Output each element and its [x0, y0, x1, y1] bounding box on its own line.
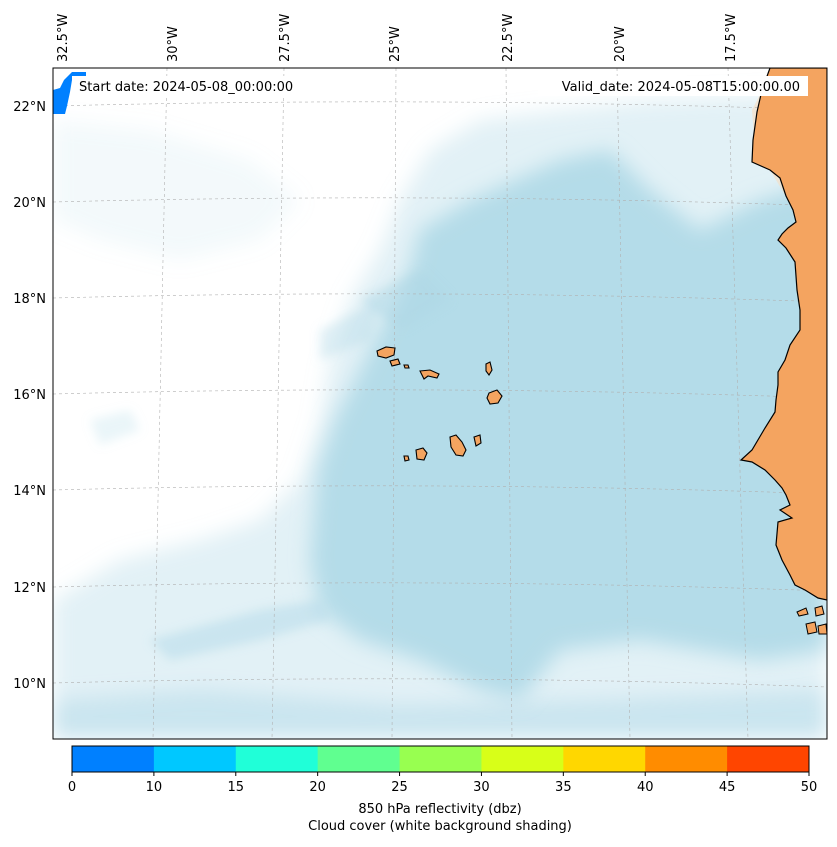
cape-verde-islands — [376, 346, 503, 462]
island-santiago — [449, 434, 467, 457]
colorbar-tick-label: 45 — [719, 780, 736, 795]
lat-label-20n: 20°N — [13, 196, 46, 211]
parallel-20n — [53, 197, 827, 207]
parallel-12n — [53, 582, 827, 592]
bijagos-island-4 — [817, 623, 827, 635]
latitude-labels: 22°N 20°N 18°N 16°N 14°N 12°N 10°N — [13, 100, 46, 692]
lat-label-10n: 10°N — [13, 677, 46, 692]
island-brava — [403, 455, 410, 462]
island-boa-vista — [486, 389, 503, 405]
colorbar-segment — [727, 746, 810, 772]
bijagos-island-2 — [814, 605, 825, 617]
island-fogo — [415, 447, 428, 461]
colorbar-segment — [481, 746, 564, 772]
lat-label-14n: 14°N — [13, 484, 46, 499]
colorbar-ticks: 0 10 15 20 25 30 35 40 45 50 — [68, 772, 817, 795]
colorbar: 0 10 15 20 25 30 35 40 45 50 850 hPa reflectivity… — [68, 745, 817, 834]
parallel-14n — [53, 485, 827, 495]
valid-date-box — [538, 76, 808, 96]
colorbar-tick-label: 20 — [309, 780, 326, 795]
cloud-cover-shading — [53, 90, 827, 739]
plot-area — [53, 68, 827, 739]
reflectivity-patch — [53, 72, 86, 114]
meridian-22-5w — [505, 68, 513, 739]
lon-label-27-5w: 27.5°W — [278, 14, 293, 62]
meridian-30w — [152, 68, 168, 739]
cloud-main-body — [310, 150, 827, 700]
colorbar-segments — [72, 746, 810, 772]
start-date-box — [72, 76, 310, 96]
colorbar-label: 850 hPa reflectivity (dbz) — [358, 802, 521, 817]
parallel-16n — [53, 389, 827, 399]
island-sao-vicente — [389, 358, 401, 367]
lon-label-17-5w: 17.5°W — [724, 14, 739, 62]
lat-label-18n: 18°N — [13, 292, 46, 307]
colorbar-tick-label: 10 — [146, 780, 163, 795]
colorbar-sublabel: Cloud cover (white background shading) — [308, 819, 572, 834]
cloud-streaks — [90, 270, 450, 660]
lon-label-30w: 30°W — [166, 26, 181, 62]
colorbar-tick-label: 50 — [801, 780, 818, 795]
meridian-27-5w — [271, 68, 285, 739]
island-santa-luzia — [403, 364, 410, 369]
lon-label-25w: 25°W — [388, 26, 403, 62]
lat-label-12n: 12°N — [13, 581, 46, 596]
colorbar-tick-label: 0 — [68, 780, 76, 795]
colorbar-tick-label: 15 — [228, 780, 245, 795]
island-sal — [485, 361, 493, 376]
island-sao-nicolau — [419, 369, 440, 380]
meridian-20w — [616, 68, 631, 739]
bijagos-island-3 — [805, 621, 818, 635]
colorbar-frame — [71, 745, 810, 773]
lon-label-22-5w: 22.5°W — [501, 14, 516, 62]
parallel-22n — [53, 101, 827, 111]
valid-date-label: Valid_date: 2024-05-08T15:00:00.00 — [562, 80, 800, 95]
map-frame — [52, 67, 828, 740]
parallel-10n — [53, 678, 827, 688]
colorbar-segment — [153, 746, 237, 772]
colorbar-segment — [563, 746, 646, 772]
colorbar-segment — [645, 746, 728, 772]
graticule — [53, 68, 827, 739]
bijagos-island-1 — [796, 607, 809, 617]
start-date-label: Start date: 2024-05-08_00:00:00 — [79, 80, 293, 95]
colorbar-segment — [72, 746, 155, 772]
meridian-25w — [391, 68, 397, 739]
colorbar-tick-label: 25 — [391, 780, 408, 795]
colorbar-tick-label: 35 — [555, 780, 572, 795]
lon-label-32-5w: 32.5°W — [56, 14, 71, 62]
meridian-17-5w — [727, 68, 749, 739]
colorbar-tick-label: 30 — [473, 780, 490, 795]
lat-label-22n: 22°N — [13, 100, 46, 115]
island-santo-antao — [376, 346, 396, 359]
island-maio — [473, 434, 482, 447]
longitude-labels: 32.5°W 30°W 27.5°W 25°W 22.5°W 20°W 17.5… — [56, 14, 739, 62]
colorbar-segment — [235, 746, 319, 772]
colorbar-tick-label: 40 — [637, 780, 654, 795]
colorbar-segment — [317, 746, 401, 772]
parallel-18n — [53, 293, 827, 303]
lon-label-20w: 20°W — [613, 26, 628, 62]
lat-label-16n: 16°N — [13, 388, 46, 403]
africa-coast — [739, 68, 827, 601]
colorbar-segment — [399, 746, 482, 772]
